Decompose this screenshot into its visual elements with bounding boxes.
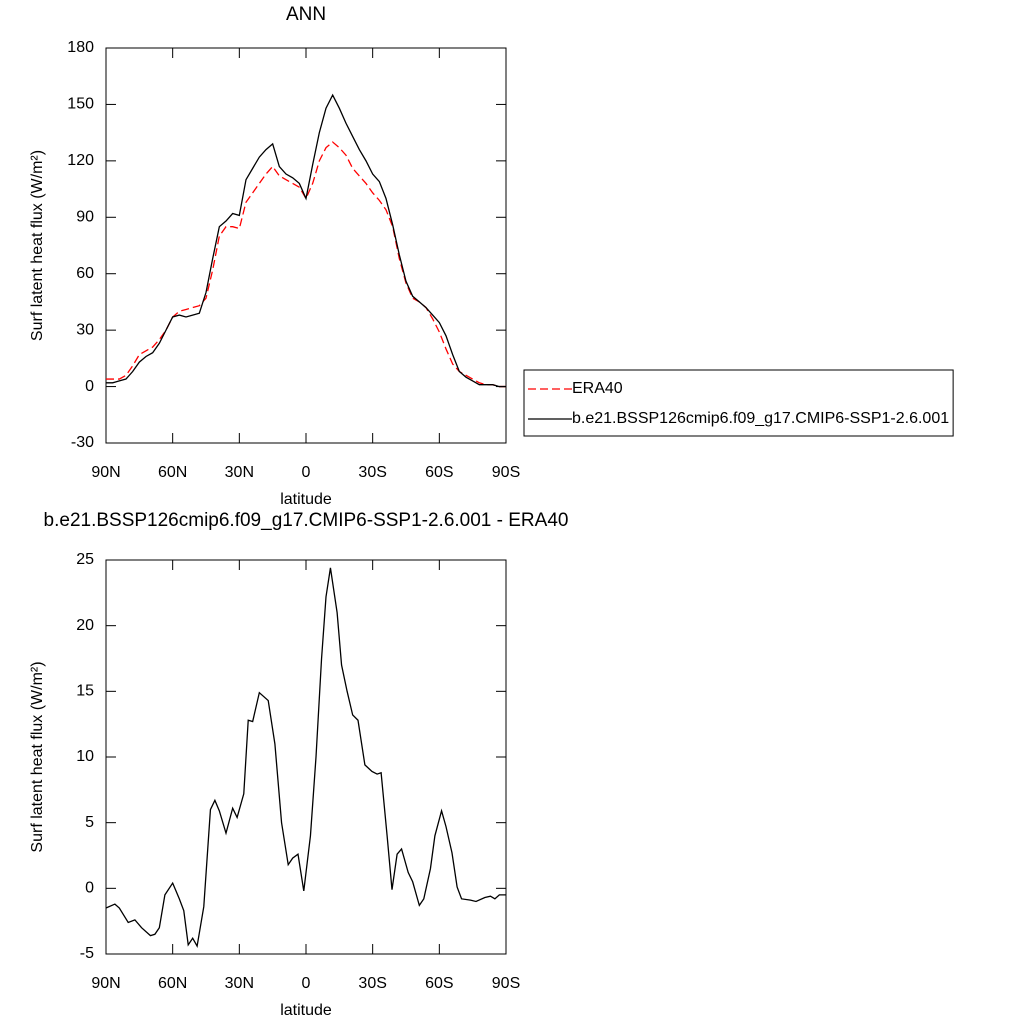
data-line [106,141,506,388]
y-axis-label: Surf latent heat flux (W/m²) [29,661,46,852]
y-tick-label: -30 [71,434,94,451]
x-axis-label: latitude [280,1002,332,1019]
y-tick-label: 15 [76,683,94,700]
y-axis-label: Surf latent heat flux (W/m²) [29,150,46,341]
y-tick-label: 120 [67,152,94,169]
data-line [105,567,506,949]
x-tick-label: 0 [302,464,311,481]
y-tick-label: 150 [67,96,94,113]
y-tick-label: 30 [76,321,94,338]
legend-label: ERA40 [572,380,623,397]
x-axis-label: latitude [280,491,332,508]
x-tick-label: 90S [492,975,520,992]
x-tick-label: 30N [225,464,254,481]
plot-frame [105,559,507,955]
x-tick-label: 30N [225,975,254,992]
plot-frame [105,47,507,444]
chart-title: b.e21.BSSP126cmip6.f09_g17.CMIP6-SSP1-2.… [44,510,569,531]
y-tick-label: 0 [85,880,94,897]
legend-label: b.e21.BSSP126cmip6.f09_g17.CMIP6-SSP1-2.… [572,410,949,427]
x-tick-label: 30S [358,975,386,992]
x-tick-label: 60N [158,464,187,481]
x-tick-label: 60S [425,975,453,992]
y-tick-label: 0 [85,378,94,395]
y-tick-label: 180 [67,39,94,56]
data-line [106,93,506,388]
y-tick-label: 10 [76,748,94,765]
y-tick-label: 5 [85,814,94,831]
legend: ERA40 b.e21.BSSP126cmip6.f09_g17.CMIP6-SS… [523,369,954,437]
chart-title: ANN [286,4,326,25]
y-tick-label: 90 [76,209,94,226]
x-tick-label: 90S [492,464,520,481]
x-tick-label: 90N [91,464,120,481]
x-tick-label: 60N [158,975,187,992]
x-tick-label: 0 [302,975,311,992]
legend-box [523,369,954,437]
y-tick-label: 60 [76,265,94,282]
y-tick-label: 25 [76,551,94,568]
x-tick-label: 30S [358,464,386,481]
y-tick-label: -5 [80,945,94,962]
y-tick-label: 20 [76,617,94,634]
x-tick-label: 60S [425,464,453,481]
x-tick-label: 90N [91,975,120,992]
